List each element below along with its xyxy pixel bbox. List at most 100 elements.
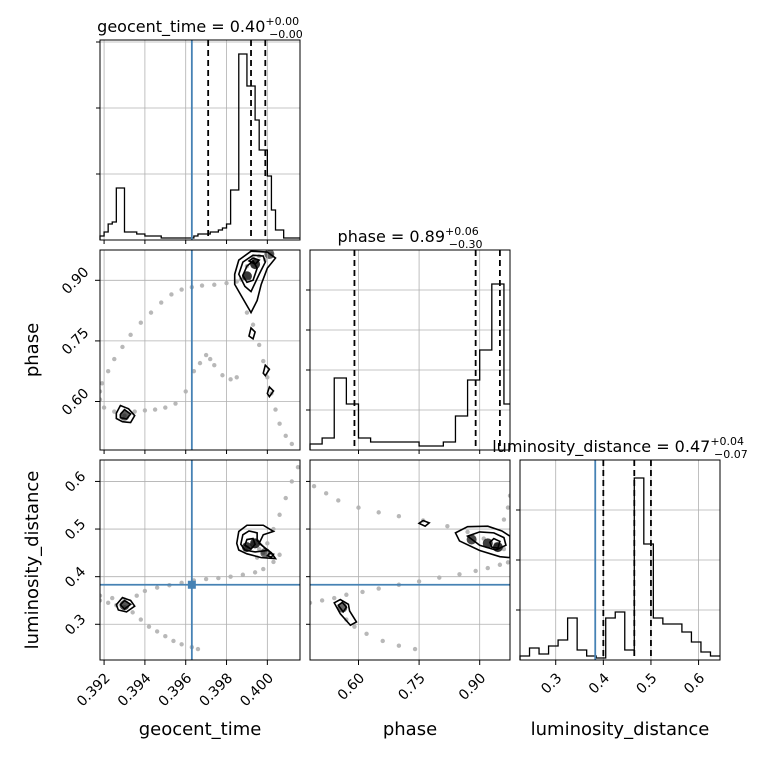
pair-marks-2: [334, 520, 510, 625]
title-value-phase: phase = 0.89: [338, 227, 445, 246]
title-value-luminosity_distance: luminosity_distance = 0.47: [492, 437, 710, 457]
x-axis-label-phase: phase: [383, 719, 437, 740]
sample-point-2: [312, 484, 316, 488]
x-axis-label-luminosity_distance: luminosity_distance: [531, 719, 710, 740]
sample-point-2: [376, 586, 380, 590]
sample-point-2: [364, 632, 368, 636]
sample-point-2: [457, 572, 461, 576]
title-upper-error-luminosity_distance: +0.04: [710, 435, 744, 448]
sample-point-1: [139, 617, 143, 621]
panel-title-geocent_time: geocent_time = 0.40+0.00 −0.00: [97, 15, 303, 41]
ytick-label-luminosity_distance: 0.4: [62, 564, 89, 591]
sample-point-1: [155, 629, 159, 633]
xtick-label-phase: 0.60: [335, 670, 368, 703]
sample-point-0: [273, 407, 277, 411]
contour-1-5: [267, 553, 273, 557]
contour-2-5: [419, 520, 429, 526]
sample-point-0: [257, 343, 261, 347]
sample-point-0: [198, 361, 202, 365]
sample-point-2: [332, 596, 336, 600]
text-layer: geocent_time = 0.40+0.00 −0.00 phase = 0.8…: [22, 15, 748, 740]
title-upper-error-phase: +0.06: [445, 225, 479, 238]
sample-point-1: [155, 585, 159, 589]
sample-point-1: [277, 553, 281, 557]
contour-2-2: [455, 526, 510, 557]
sample-point-1: [296, 465, 300, 469]
xtick-label-luminosity_distance: 0.5: [634, 670, 661, 697]
sample-point-0: [284, 434, 288, 438]
sample-point-0: [112, 357, 116, 361]
sample-point-0: [228, 377, 232, 381]
pair-density-0: [98, 249, 294, 446]
title-lower-error-geocent_time: −0.00: [269, 28, 303, 41]
title-lower-error-luminosity_distance: −0.07: [714, 448, 748, 461]
sample-point-0: [153, 407, 157, 411]
sample-point-1: [261, 567, 265, 571]
sample-point-2: [397, 644, 401, 648]
ytick-label-luminosity_distance: 0.6: [62, 469, 89, 496]
sample-point-2: [413, 647, 417, 651]
sample-point-2: [437, 575, 441, 579]
sample-point-2: [352, 624, 356, 628]
pair-marks-1: [116, 525, 275, 612]
sample-point-0: [251, 323, 255, 327]
xtick-label-geocent_time: 0.392: [74, 670, 114, 710]
sample-point-0: [208, 357, 212, 361]
xtick-label-geocent_time: 0.400: [237, 670, 277, 710]
marks-layer: [100, 40, 720, 660]
xtick-label-geocent_time: 0.396: [156, 670, 196, 710]
contour-0-7: [263, 365, 269, 376]
sample-point-2: [320, 598, 324, 602]
sample-point-2: [324, 491, 328, 495]
sample-point-2: [344, 593, 348, 597]
sample-point-0: [120, 345, 124, 349]
sample-point-1: [147, 624, 151, 628]
sample-point-1: [196, 647, 200, 651]
sample-point-2: [473, 569, 477, 573]
xtick-label-luminosity_distance: 0.4: [586, 670, 613, 697]
sample-point-1: [179, 642, 183, 646]
sample-point-0: [204, 353, 208, 357]
sample-point-2: [498, 563, 502, 567]
sample-point-1: [284, 496, 288, 500]
sample-point-0: [212, 283, 216, 287]
histogram-luminosity_distance: [520, 478, 720, 660]
corner-plot: geocent_time = 0.40+0.00 −0.00 phase = 0.8…: [0, 0, 760, 760]
title-upper-error-geocent_time: +0.00: [265, 15, 299, 28]
xtick-label-geocent_time: 0.398: [196, 670, 236, 710]
sample-point-2: [486, 566, 490, 570]
y-axis-label-luminosity_distance: luminosity_distance: [22, 471, 43, 650]
sample-point-1: [271, 560, 275, 564]
sample-point-1: [204, 577, 208, 581]
sample-point-0: [100, 381, 104, 385]
xtick-label-luminosity_distance: 0.6: [681, 670, 708, 697]
contour-0-6: [249, 328, 255, 339]
sample-point-2: [502, 517, 506, 521]
y-axis-label-phase: phase: [22, 323, 43, 377]
sample-point-0: [163, 405, 167, 409]
sample-point-0: [212, 363, 216, 367]
pair-frame-1: [100, 460, 300, 660]
sample-point-0: [139, 321, 143, 325]
sample-point-0: [159, 300, 163, 304]
sample-point-1: [253, 570, 257, 574]
sample-point-0: [261, 359, 265, 363]
sample-point-0: [290, 442, 294, 446]
sample-point-0: [245, 310, 249, 314]
sample-point-0: [277, 422, 281, 426]
sample-point-2: [445, 524, 449, 528]
panel-frame-geocent_time: [100, 40, 300, 240]
ytick-label-phase: 0.90: [59, 264, 92, 297]
x-axis-label-geocent_time: geocent_time: [139, 719, 262, 740]
sample-point-1: [163, 634, 167, 638]
ytick-label-luminosity_distance: 0.5: [62, 516, 89, 543]
ytick-label-phase: 0.60: [59, 386, 92, 419]
title-value-geocent_time: geocent_time = 0.40: [97, 17, 265, 37]
truth-marker-1: [188, 581, 196, 589]
sample-point-1: [110, 596, 114, 600]
ytick-label-phase: 0.75: [59, 325, 92, 358]
xtick-label-luminosity_distance: 0.3: [538, 670, 565, 697]
sample-point-1: [277, 513, 281, 517]
xtick-label-phase: 0.90: [456, 670, 489, 703]
sample-point-0: [149, 310, 153, 314]
